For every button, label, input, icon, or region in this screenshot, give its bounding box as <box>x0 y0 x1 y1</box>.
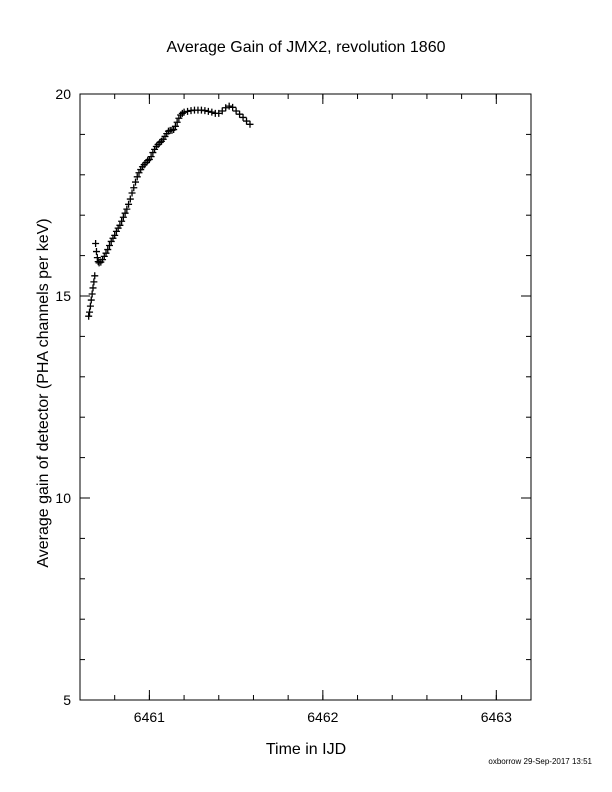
data-point-marker <box>232 107 240 115</box>
y-tick-label: 5 <box>63 692 71 708</box>
x-tick-label: 6462 <box>307 709 338 725</box>
data-point-marker <box>168 126 176 134</box>
data-point-marker <box>132 178 140 186</box>
data-point-marker <box>86 308 94 316</box>
data-point-marker <box>184 107 192 115</box>
data-point-marker <box>239 113 247 121</box>
data-point-marker <box>170 126 178 134</box>
data-point-marker <box>88 290 96 298</box>
data-point-marker <box>133 173 141 181</box>
y-axis-label: Average gain of detector (PHA channels p… <box>35 218 52 567</box>
data-point-marker <box>92 239 100 247</box>
data-point-marker <box>243 117 251 125</box>
x-tick-label: 6461 <box>134 709 165 725</box>
data-point-marker <box>90 278 98 286</box>
data-point-marker <box>105 242 113 249</box>
data-point-marker <box>218 107 226 115</box>
data-point-marker <box>118 217 126 225</box>
data-point-marker <box>123 205 131 213</box>
data-point-marker <box>149 149 157 157</box>
data-point-marker <box>91 272 99 280</box>
x-axis-label: Time in IJD <box>266 741 346 758</box>
data-point-marker <box>180 108 188 116</box>
data-point-marker <box>236 110 244 118</box>
data-point-marker <box>92 248 100 256</box>
data-point-marker <box>95 259 103 267</box>
data-point-marker <box>201 107 209 115</box>
x-tick-label: 6463 <box>481 709 512 725</box>
data-point-marker <box>107 237 115 245</box>
data-point-marker <box>229 103 237 111</box>
y-tick-label: 10 <box>55 490 71 506</box>
data-point-marker <box>208 108 216 116</box>
chart-title: Average Gain of JMX2, revolution 1860 <box>167 39 446 56</box>
plot-frame <box>79 93 532 701</box>
x-axis-ticks: 6461 6462 6463 <box>114 94 512 725</box>
data-point-marker <box>100 252 108 260</box>
data-point-marker <box>246 120 254 128</box>
data-point-marker <box>85 312 93 320</box>
y-tick-label: 15 <box>55 288 71 304</box>
data-point-marker <box>171 122 179 130</box>
data-point-marker <box>116 221 124 229</box>
data-point-marker <box>147 153 155 161</box>
data-point-marker <box>86 302 94 310</box>
data-point-marker <box>175 114 183 122</box>
data-point-marker <box>102 249 110 257</box>
y-axis-ticks: 5 10 15 20 <box>55 86 531 708</box>
data-point-marker <box>173 118 181 126</box>
data-point-marker <box>225 102 233 110</box>
data-point-marker <box>112 227 120 235</box>
data-point-marker <box>119 213 127 221</box>
data-point-marker <box>222 104 230 112</box>
data-point-marker <box>125 200 133 208</box>
data-point-marker <box>126 195 134 203</box>
data-markers <box>85 102 254 320</box>
data-point-marker <box>104 246 112 254</box>
data-point-marker <box>121 209 129 217</box>
data-point-marker <box>87 296 95 304</box>
data-point-marker <box>128 189 136 197</box>
data-point-marker <box>130 184 138 192</box>
y-tick-label: 20 <box>55 86 71 102</box>
footer-credit: oxborrow 29-Sep-2017 13:51 <box>488 757 592 766</box>
data-point-marker <box>93 254 101 262</box>
data-point-marker <box>204 107 212 115</box>
data-point-marker <box>135 169 143 177</box>
data-point-marker <box>111 231 119 239</box>
data-point-marker <box>89 284 97 292</box>
